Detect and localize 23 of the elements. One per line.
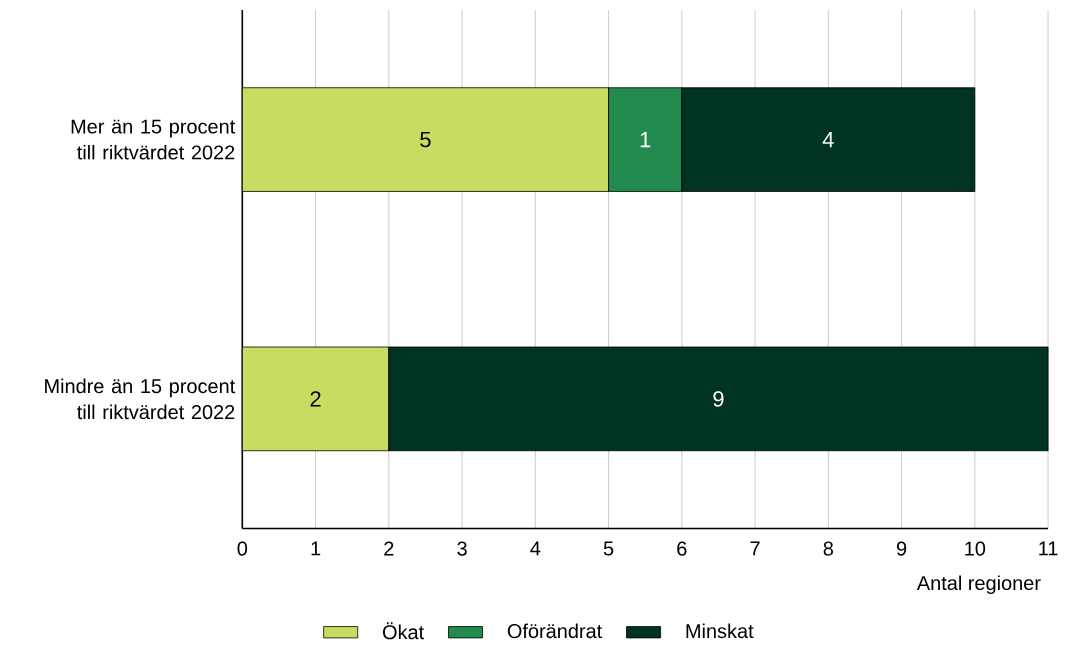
legend-label: Minskat bbox=[686, 623, 754, 639]
x-tick-label: 3 bbox=[457, 541, 467, 556]
data-label: 1 bbox=[640, 132, 651, 148]
x-tick-label: 10 bbox=[965, 541, 986, 556]
legend-label: Oförändrat bbox=[507, 623, 603, 639]
x-tick-label: 2 bbox=[384, 541, 394, 556]
data-label: 9 bbox=[713, 391, 724, 407]
x-tick-label: 11 bbox=[1039, 541, 1058, 556]
x-tick-label: 9 bbox=[896, 541, 907, 556]
y-tick-label: Mer än 15 procent till riktvärdet 2022 bbox=[71, 119, 236, 160]
x-axis-title: Antal regioner bbox=[916, 575, 1041, 594]
data-label: 5 bbox=[420, 131, 431, 148]
data-label: 2 bbox=[310, 391, 321, 407]
legend-label: Ökat bbox=[382, 622, 425, 640]
x-tick-label: 6 bbox=[677, 541, 687, 556]
x-tick-label: 1 bbox=[311, 541, 321, 556]
y-tick-label: Mindre än 15 procent till riktvärdet 2022 bbox=[45, 378, 236, 420]
x-tick-label: 0 bbox=[237, 541, 248, 556]
x-tick-label: 5 bbox=[603, 541, 614, 556]
x-tick-label: 4 bbox=[530, 541, 541, 556]
x-tick-label: 7 bbox=[750, 541, 760, 556]
data-label: 4 bbox=[822, 132, 834, 148]
x-tick-label: 8 bbox=[823, 541, 833, 556]
